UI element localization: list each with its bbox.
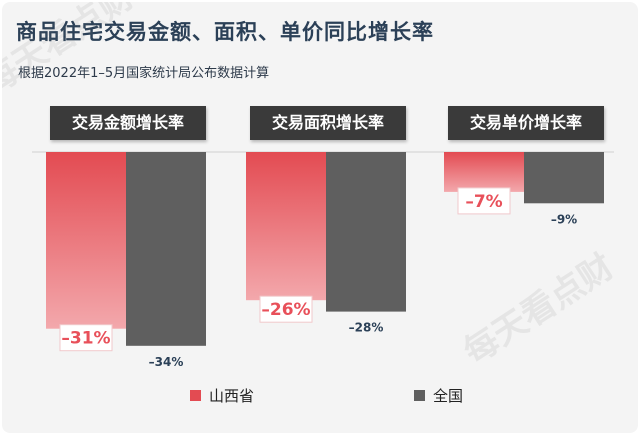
bar-national-amount	[126, 152, 206, 346]
data-label-national-price: –9%	[551, 212, 577, 226]
bar-shanxi-area	[246, 152, 326, 301]
data-label-box-shanxi-area	[259, 295, 313, 323]
data-label-national-area: –28%	[349, 321, 384, 335]
category-header-amount: 交易金额增长率	[50, 106, 206, 140]
legend-swatch-shanxi	[190, 390, 201, 401]
legend-item-shanxi: 山西省	[190, 385, 254, 406]
chart-subtitle: 根据2022年1–5月国家统计局公布数据计算	[18, 66, 270, 81]
bar-shanxi-price	[444, 152, 524, 192]
bar-shanxi-amount	[46, 152, 126, 329]
data-label-shanxi-area: –26%	[261, 300, 310, 320]
legend-label-national: 全国	[433, 387, 464, 405]
data-label-box-shanxi-amount	[59, 324, 113, 352]
legend-swatch-national	[414, 390, 425, 401]
data-label-box-shanxi-price	[457, 187, 511, 215]
legend-item-national: 全国	[414, 385, 463, 406]
chart-title: 商品住宅交易金额、面积、单价同比增长率	[16, 20, 434, 44]
bar-national-price	[524, 152, 604, 204]
bar-national-area	[326, 152, 406, 312]
category-header-price: 交易单价增长率	[448, 106, 604, 140]
data-label-shanxi-amount: –31%	[61, 329, 110, 349]
legend-label-shanxi: 山西省	[209, 387, 255, 405]
category-header-area: 交易面积增长率	[250, 106, 406, 140]
data-label-national-amount: –34%	[149, 355, 184, 369]
data-label-shanxi-price: –7%	[465, 192, 502, 212]
